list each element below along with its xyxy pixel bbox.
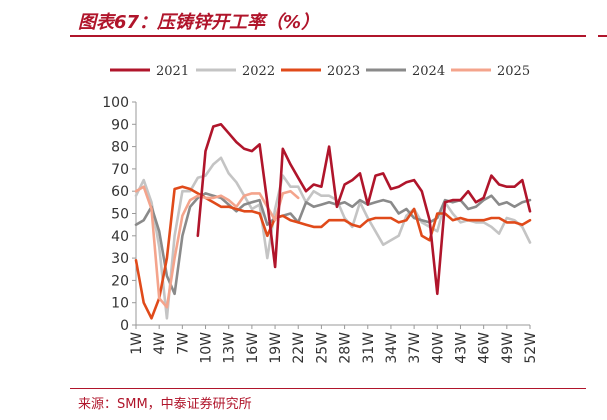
y-tick-label: 30 (111, 251, 129, 267)
legend-label-2023: 2023 (327, 64, 360, 79)
x-tick-label: 46W (477, 332, 493, 364)
x-tick-label: 13W (222, 332, 238, 364)
series-line-2022 (134, 156, 532, 320)
footer-rule (70, 388, 586, 389)
series-lines (134, 123, 532, 320)
x-axis-ticks: 1W 4W 7W 10W 13W 16W 19W 22W 25W 28W 31W 34W 37W 40W 4… (129, 325, 539, 364)
series-line-2024 (134, 192, 532, 296)
series-line-2021 (196, 123, 532, 296)
legend-label-2021: 2021 (156, 64, 189, 79)
legend-label-2024: 2024 (412, 64, 445, 79)
x-tick-label: 4W (152, 332, 168, 355)
y-axis-ticks: 0 10 20 30 40 50 60 70 80 90 100 (102, 95, 136, 334)
series-line-2023 (134, 185, 532, 320)
y-tick-label: 0 (120, 318, 129, 334)
x-tick-label: 1W (129, 332, 145, 355)
x-tick-label: 52W (523, 332, 539, 364)
figure-title: 图表67：压铸锌开工率（%） (78, 12, 320, 33)
x-tick-label: 40W (430, 332, 446, 364)
x-tick-label: 28W (338, 332, 354, 364)
y-tick-label: 80 (111, 140, 129, 156)
x-tick-label: 49W (500, 332, 516, 364)
x-tick-label: 34W (384, 332, 400, 364)
y-tick-label: 50 (111, 207, 129, 223)
series-line-2025 (134, 185, 300, 309)
x-tick-label: 22W (291, 332, 307, 364)
x-tick-label: 16W (245, 332, 261, 364)
y-tick-label: 90 (111, 117, 129, 133)
axes (135, 102, 530, 326)
x-tick-label: 43W (453, 332, 469, 364)
x-tick-label: 19W (268, 332, 284, 364)
y-tick-label: 20 (111, 273, 129, 289)
y-tick-label: 70 (111, 162, 129, 178)
x-tick-label: 25W (314, 332, 330, 364)
source-note: 来源：SMM，中泰证券研究所 (78, 397, 252, 412)
y-tick-label: 10 (111, 296, 129, 312)
legend: 2021 2022 2023 2024 2025 (110, 64, 530, 79)
y-tick-label: 60 (111, 184, 129, 200)
title-rule (70, 35, 586, 37)
y-tick-label: 40 (111, 229, 129, 245)
x-tick-label: 31W (361, 332, 377, 364)
x-tick-label: 10W (199, 332, 215, 364)
y-tick-label: 100 (102, 95, 129, 111)
title-rule-continuation (598, 35, 607, 37)
x-tick-label: 37W (407, 332, 423, 364)
legend-label-2022: 2022 (242, 64, 275, 79)
legend-label-2025: 2025 (497, 64, 530, 79)
x-tick-label: 7W (175, 332, 191, 355)
